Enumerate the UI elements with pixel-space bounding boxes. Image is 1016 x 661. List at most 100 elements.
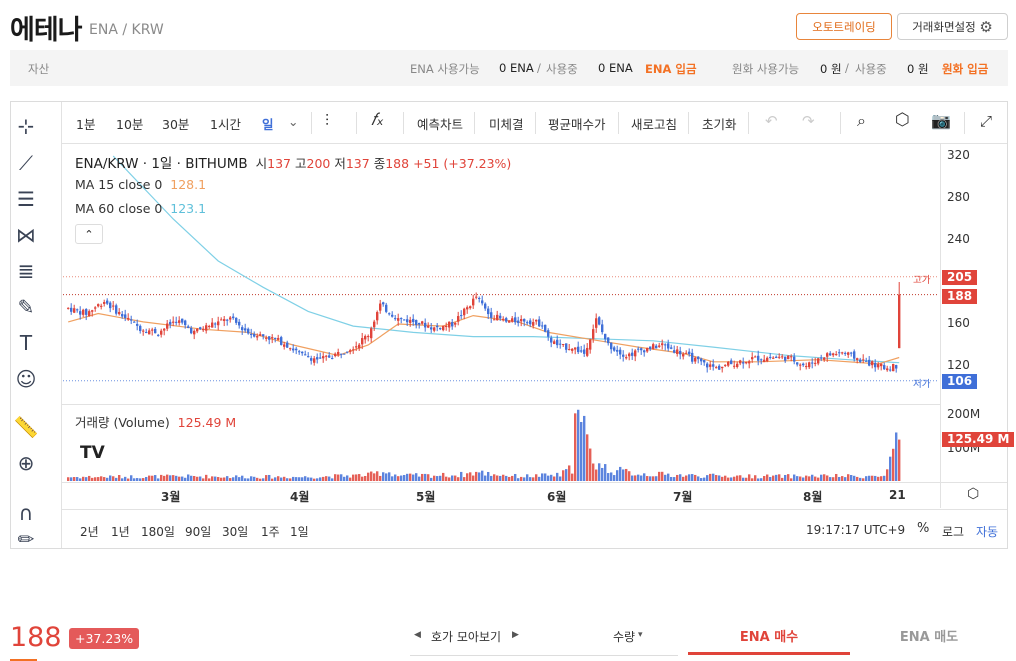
settings-hex-icon[interactable]: ⬡ xyxy=(895,110,910,130)
candle-body xyxy=(655,345,658,349)
horizontal-lines-icon[interactable]: ☰ xyxy=(17,187,35,211)
volume-bar xyxy=(895,432,898,481)
magnet-icon[interactable]: ∩ xyxy=(18,501,34,525)
interval-30m[interactable]: 30분 xyxy=(162,117,190,132)
candle-body xyxy=(445,326,448,328)
ruler-icon[interactable]: 📏 xyxy=(13,415,39,439)
volume-bar xyxy=(214,476,217,481)
candle-type-icon[interactable]: ⫶ xyxy=(325,111,330,130)
percent-scale-toggle[interactable]: % xyxy=(917,521,930,536)
volume-bar xyxy=(493,474,496,481)
volume-value: 125.49 M xyxy=(177,415,237,430)
compare-search-icon[interactable]: ⌕ xyxy=(857,111,866,130)
candle-body xyxy=(193,330,196,335)
buy-tab[interactable]: ENA 매수 xyxy=(739,630,799,645)
interval-day[interactable]: 일 xyxy=(262,117,274,132)
axis-settings-icon[interactable]: ⬡ xyxy=(967,486,980,502)
volume-bar xyxy=(754,475,757,481)
volume-bar xyxy=(757,478,760,481)
candle-body xyxy=(532,322,535,326)
avg-buy-price-button[interactable]: 평균매수가 xyxy=(548,117,606,132)
volume-bar xyxy=(271,478,274,481)
volume-bar xyxy=(358,474,361,481)
log-scale-toggle[interactable]: 로그 xyxy=(942,525,965,539)
candle-body xyxy=(475,296,478,298)
indicator-fx-icon[interactable]: 𝑓ₓ xyxy=(371,110,384,130)
camera-icon[interactable]: 📷 xyxy=(931,111,951,130)
sort-down-icon[interactable]: ▾ xyxy=(638,630,643,640)
interval-1h[interactable]: 1시간 xyxy=(210,117,241,132)
chevron-left-icon[interactable]: ◀ xyxy=(414,630,421,640)
volume-bar xyxy=(337,474,340,481)
order-book-grouping[interactable]: 호가 모아보기 xyxy=(431,630,502,644)
autotrade-button[interactable]: 오토트레이딩 xyxy=(796,13,892,40)
fib-retracement-icon[interactable]: ≣ xyxy=(17,259,35,283)
interval-1m[interactable]: 1분 xyxy=(76,117,96,132)
volume-bar xyxy=(778,474,781,481)
candle-body xyxy=(664,344,667,346)
ena-deposit-link[interactable]: ENA 입금 xyxy=(645,62,697,76)
volume-bar xyxy=(94,477,97,481)
range-30d[interactable]: 30일 xyxy=(222,525,249,539)
collapse-legend-button[interactable]: ⌃ xyxy=(75,224,103,244)
volume-bar xyxy=(712,473,715,481)
candle-body xyxy=(85,309,88,315)
candle-body xyxy=(637,348,640,350)
quantity-sort[interactable]: 수량 xyxy=(613,630,636,644)
undo-icon[interactable]: ↶ xyxy=(765,112,778,130)
redo-icon[interactable]: ↷ xyxy=(802,112,815,130)
volume-bar xyxy=(544,473,547,481)
forecast-chart-button[interactable]: 예측차트 xyxy=(417,117,464,132)
reset-button[interactable]: 초기화 xyxy=(702,117,737,132)
fullscreen-icon[interactable]: ⤢ xyxy=(980,112,993,130)
candle-body xyxy=(691,352,694,362)
volume-bar xyxy=(643,473,646,481)
refresh-button[interactable]: 새로고침 xyxy=(631,117,678,132)
candle-body xyxy=(385,304,388,312)
volume-bar xyxy=(733,476,736,481)
text-tool-icon[interactable]: T xyxy=(19,331,33,355)
candle-body xyxy=(679,350,682,355)
volume-bar xyxy=(262,478,265,481)
sell-tab[interactable]: ENA 매도 xyxy=(899,630,959,645)
volume-bar xyxy=(679,474,682,481)
change-badge: +37.23% xyxy=(69,628,140,649)
chevron-down-icon[interactable]: ⌄ xyxy=(288,114,299,129)
candle-body xyxy=(343,353,346,355)
volume-bar xyxy=(466,473,469,481)
brush-icon[interactable]: ✎ xyxy=(17,295,35,319)
auto-scale-toggle[interactable]: 자동 xyxy=(976,525,999,539)
candle-body xyxy=(820,357,823,359)
unfilled-orders-button[interactable]: 미체결 xyxy=(489,117,524,132)
candle-body xyxy=(400,318,403,320)
volume-bar xyxy=(124,476,127,481)
zoom-in-icon[interactable]: ⊕ xyxy=(17,451,35,475)
pattern-icon[interactable]: ⋈ xyxy=(16,223,36,247)
candle-body xyxy=(379,303,382,311)
screen-settings-button[interactable]: 거래화면설정 ⚙ xyxy=(897,13,1008,40)
candle-body xyxy=(625,357,628,359)
range-1d[interactable]: 1일 xyxy=(290,525,309,539)
pencil-lock-icon[interactable]: ✏ xyxy=(17,532,35,546)
crosshair-icon[interactable]: ⊹ xyxy=(17,114,35,138)
y-tick: 160 xyxy=(947,316,970,330)
emoji-icon[interactable]: ☺ xyxy=(15,367,37,391)
range-90d[interactable]: 90일 xyxy=(185,525,212,539)
range-1w[interactable]: 1주 xyxy=(261,525,280,539)
range-2y[interactable]: 2년 xyxy=(80,525,99,539)
interval-10m[interactable]: 10분 xyxy=(116,117,144,132)
high-tag-label: 고가 xyxy=(913,275,931,286)
volume-bar xyxy=(400,475,403,481)
volume-bar xyxy=(190,475,193,481)
chevron-right-icon[interactable]: ▶ xyxy=(512,630,519,640)
volume-bar xyxy=(367,472,370,481)
volume-bar xyxy=(724,475,727,481)
candle-body xyxy=(127,317,130,320)
candle-body xyxy=(877,364,880,368)
krw-in-use-label: 사용중 xyxy=(855,62,887,76)
trendline-icon[interactable]: ⟋ xyxy=(19,151,33,175)
krw-deposit-link[interactable]: 원화 입금 xyxy=(942,62,989,76)
range-1y[interactable]: 1년 xyxy=(111,525,130,539)
volume-bar xyxy=(427,474,430,481)
range-180d[interactable]: 180일 xyxy=(141,525,175,539)
